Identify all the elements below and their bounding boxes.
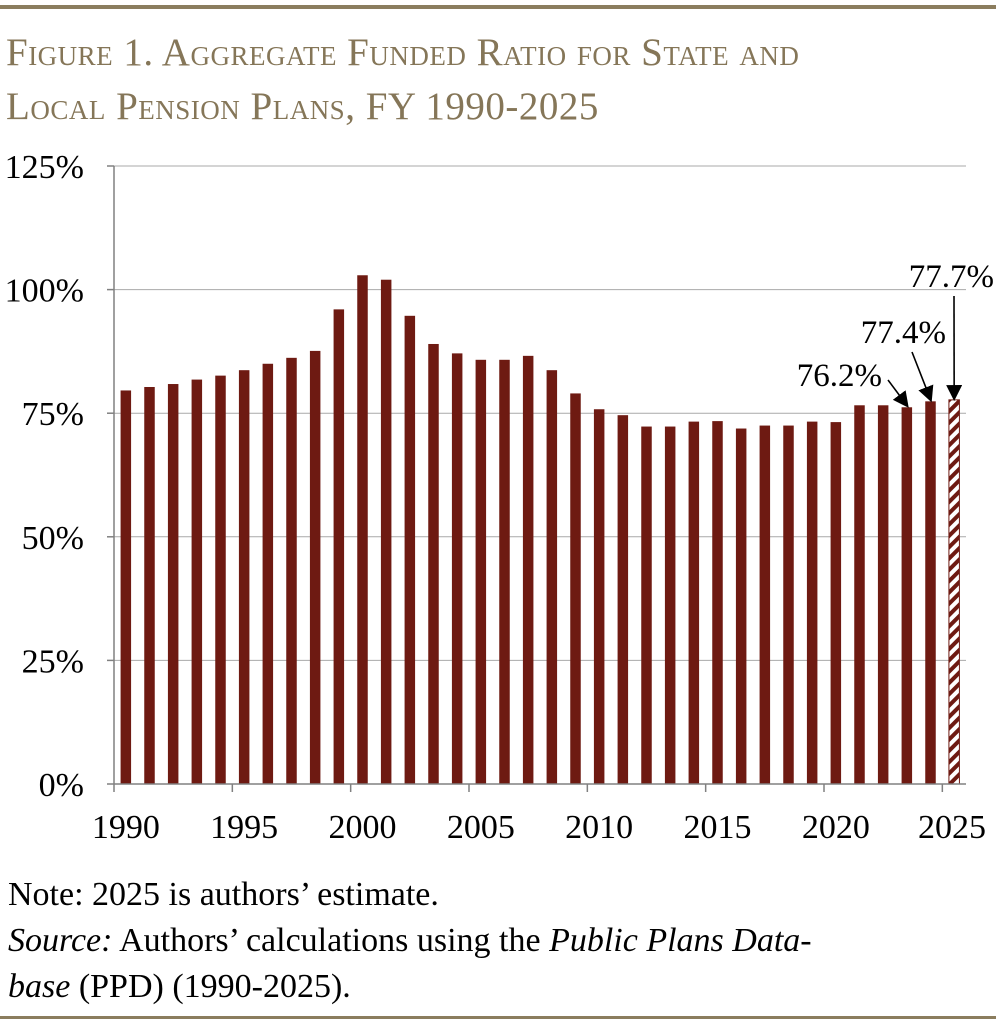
bar-2005 (475, 359, 487, 784)
annotation-label-2025: 77.7% (909, 259, 994, 295)
bar-2020 (830, 422, 842, 784)
note-line: Note: 2025 is authors’ estimate. (8, 872, 988, 918)
source-text-1: Authors’ calculations using the (112, 922, 550, 959)
figure-title-line-1: Figure 1. Aggregate Funded Ratio for Sta… (6, 31, 800, 74)
bar-2003 (428, 343, 439, 784)
bar-1996 (262, 363, 274, 784)
bar-2010 (593, 409, 605, 784)
bar-2011 (617, 415, 629, 784)
y-tick-label: 50% (22, 520, 84, 557)
bar-2009 (570, 393, 581, 784)
top-rule (0, 5, 996, 9)
bar-2000 (357, 275, 368, 784)
bar-2018 (783, 425, 794, 784)
source-label: Source: (8, 922, 113, 959)
x-tick-label: 1990 (92, 809, 160, 846)
annotation-label-2023: 76.2% (797, 358, 882, 394)
note-block: Note: 2025 is authors’ estimate. Source:… (8, 872, 988, 1010)
bar-2025-estimate (948, 399, 960, 785)
bar-2001 (380, 279, 392, 784)
annotations: 76.2% 77.4% 77.7% (797, 259, 994, 408)
bar-2013 (664, 426, 676, 784)
bar-1995 (238, 370, 250, 784)
source-line-2: base (PPD) (1990-2025). (8, 964, 988, 1010)
funded-ratio-chart: 0% 25% 50% 75% 100% 125% 1990 1995 2000 2005 2010 2… (5, 149, 994, 846)
bar-2014 (688, 421, 700, 784)
source-italic-1: Public Plans Data- (549, 922, 812, 959)
bar-1998 (309, 350, 321, 784)
x-tick-label: 2010 (565, 809, 633, 846)
bar-2002 (404, 315, 416, 784)
bar-2006 (499, 359, 510, 784)
bar-2022 (877, 405, 889, 784)
annotation-label-2024: 77.4% (861, 315, 946, 351)
bar-1997 (286, 357, 297, 784)
bar-2024 (925, 401, 936, 784)
source-italic-2: base (8, 968, 71, 1005)
bar-2019 (806, 421, 818, 784)
y-tick-label: 25% (22, 643, 84, 680)
bar-2021 (854, 405, 865, 784)
bar-2007 (522, 355, 534, 784)
annotation-arrow-2024 (911, 351, 934, 403)
bar-1993 (191, 379, 203, 784)
figure-title-line-2: Local Pension Plans, FY 1990-2025 (6, 85, 599, 128)
bar-1999 (333, 309, 345, 784)
bar-2012 (641, 426, 652, 784)
bar-1992 (167, 384, 179, 784)
bar-2023 (901, 407, 913, 784)
bottom-rule (0, 1016, 996, 1019)
bar-2016 (735, 428, 747, 784)
x-tick-label: 2005 (447, 809, 515, 846)
x-tick-label: 2020 (802, 809, 870, 846)
y-tick-label: 75% (22, 396, 84, 433)
source-line-1: Source: Authors’ calculations using the … (8, 918, 988, 964)
bars (120, 275, 960, 785)
bar-2008 (546, 370, 558, 784)
bar-2015 (712, 421, 723, 784)
y-tick-label: 125% (5, 149, 84, 186)
bar-1991 (144, 386, 155, 784)
x-tick-label: 2025 (918, 809, 986, 846)
y-tick-label: 100% (5, 273, 84, 310)
note-text: Note: 2025 is authors’ estimate. (8, 876, 439, 913)
bar-2004 (451, 353, 463, 784)
x-tick-label: 1995 (210, 809, 278, 846)
x-tick-label: 2015 (684, 809, 752, 846)
bar-1990 (120, 390, 132, 784)
bar-2017 (759, 425, 771, 784)
annotation-arrow-2023 (887, 379, 909, 408)
y-tick-label: 0% (39, 767, 84, 804)
x-tick-label: 2000 (329, 809, 397, 846)
axes: 0% 25% 50% 75% 100% 125% 1990 1995 2000 2005 2010 2… (5, 149, 986, 846)
figure-title: Figure 1. Aggregate Funded Ratio for Sta… (6, 26, 986, 134)
gridlines (114, 165, 966, 661)
bar-1994 (215, 375, 226, 784)
source-text-2: (PPD) (1990-2025). (70, 968, 351, 1005)
